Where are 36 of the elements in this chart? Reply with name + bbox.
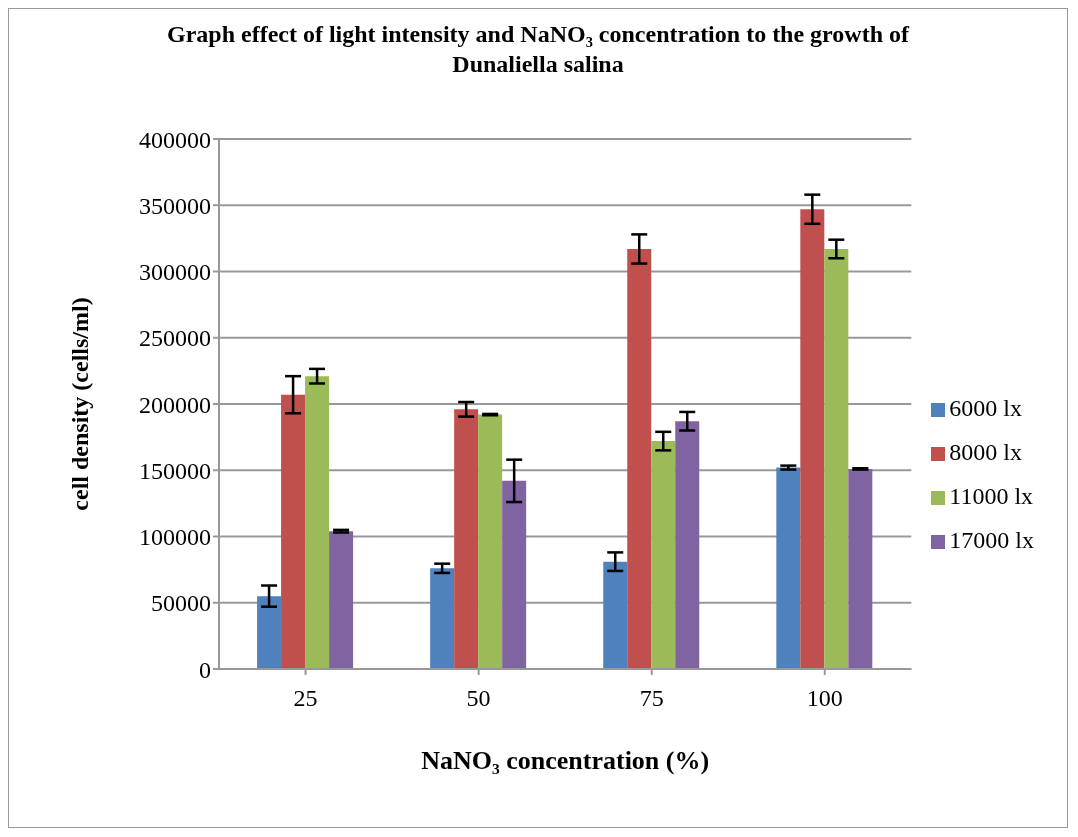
y-tick-label: 150000 <box>139 457 211 484</box>
bar <box>430 568 455 669</box>
bar <box>603 561 628 669</box>
bar <box>478 414 503 669</box>
bar <box>824 248 849 669</box>
bar <box>502 480 527 669</box>
bar <box>776 467 801 669</box>
y-tick-label: 0 <box>199 656 211 683</box>
bar <box>651 441 676 669</box>
x-tick-label: 50 <box>466 685 491 712</box>
y-tick-label: 50000 <box>151 590 211 617</box>
bar <box>800 209 825 669</box>
legend-label: 8000 lx <box>949 439 1022 465</box>
bar <box>257 596 282 669</box>
x-axis-title: NaNO₃ concentration (%) <box>421 746 710 775</box>
y-axis-title: cell density (cells/ml) <box>66 297 93 511</box>
legend-label: 6000 lx <box>949 395 1022 421</box>
bar <box>329 531 354 669</box>
x-tick-label: 100 <box>806 685 843 712</box>
bar <box>305 376 330 669</box>
legend-label: 17000 lx <box>949 527 1034 553</box>
y-tick-label: 400000 <box>139 126 211 153</box>
bar <box>848 468 873 669</box>
y-tick-label: 300000 <box>139 259 211 286</box>
x-tick-label: 25 <box>293 685 318 712</box>
y-tick-label: 200000 <box>139 391 211 418</box>
x-tick-label: 75 <box>639 685 664 712</box>
legend-label: 11000 lx <box>949 483 1034 509</box>
bar <box>675 421 700 669</box>
y-tick-label: 100000 <box>139 524 211 551</box>
bar <box>454 409 479 669</box>
bar <box>627 248 652 669</box>
y-tick-label: 250000 <box>139 325 211 352</box>
chart-title: Graph effect of light intensity and NaNO₃ concentration to the growth of Dunaliella salina <box>166 20 911 79</box>
y-tick-label: 350000 <box>139 192 211 219</box>
bar <box>281 394 306 669</box>
